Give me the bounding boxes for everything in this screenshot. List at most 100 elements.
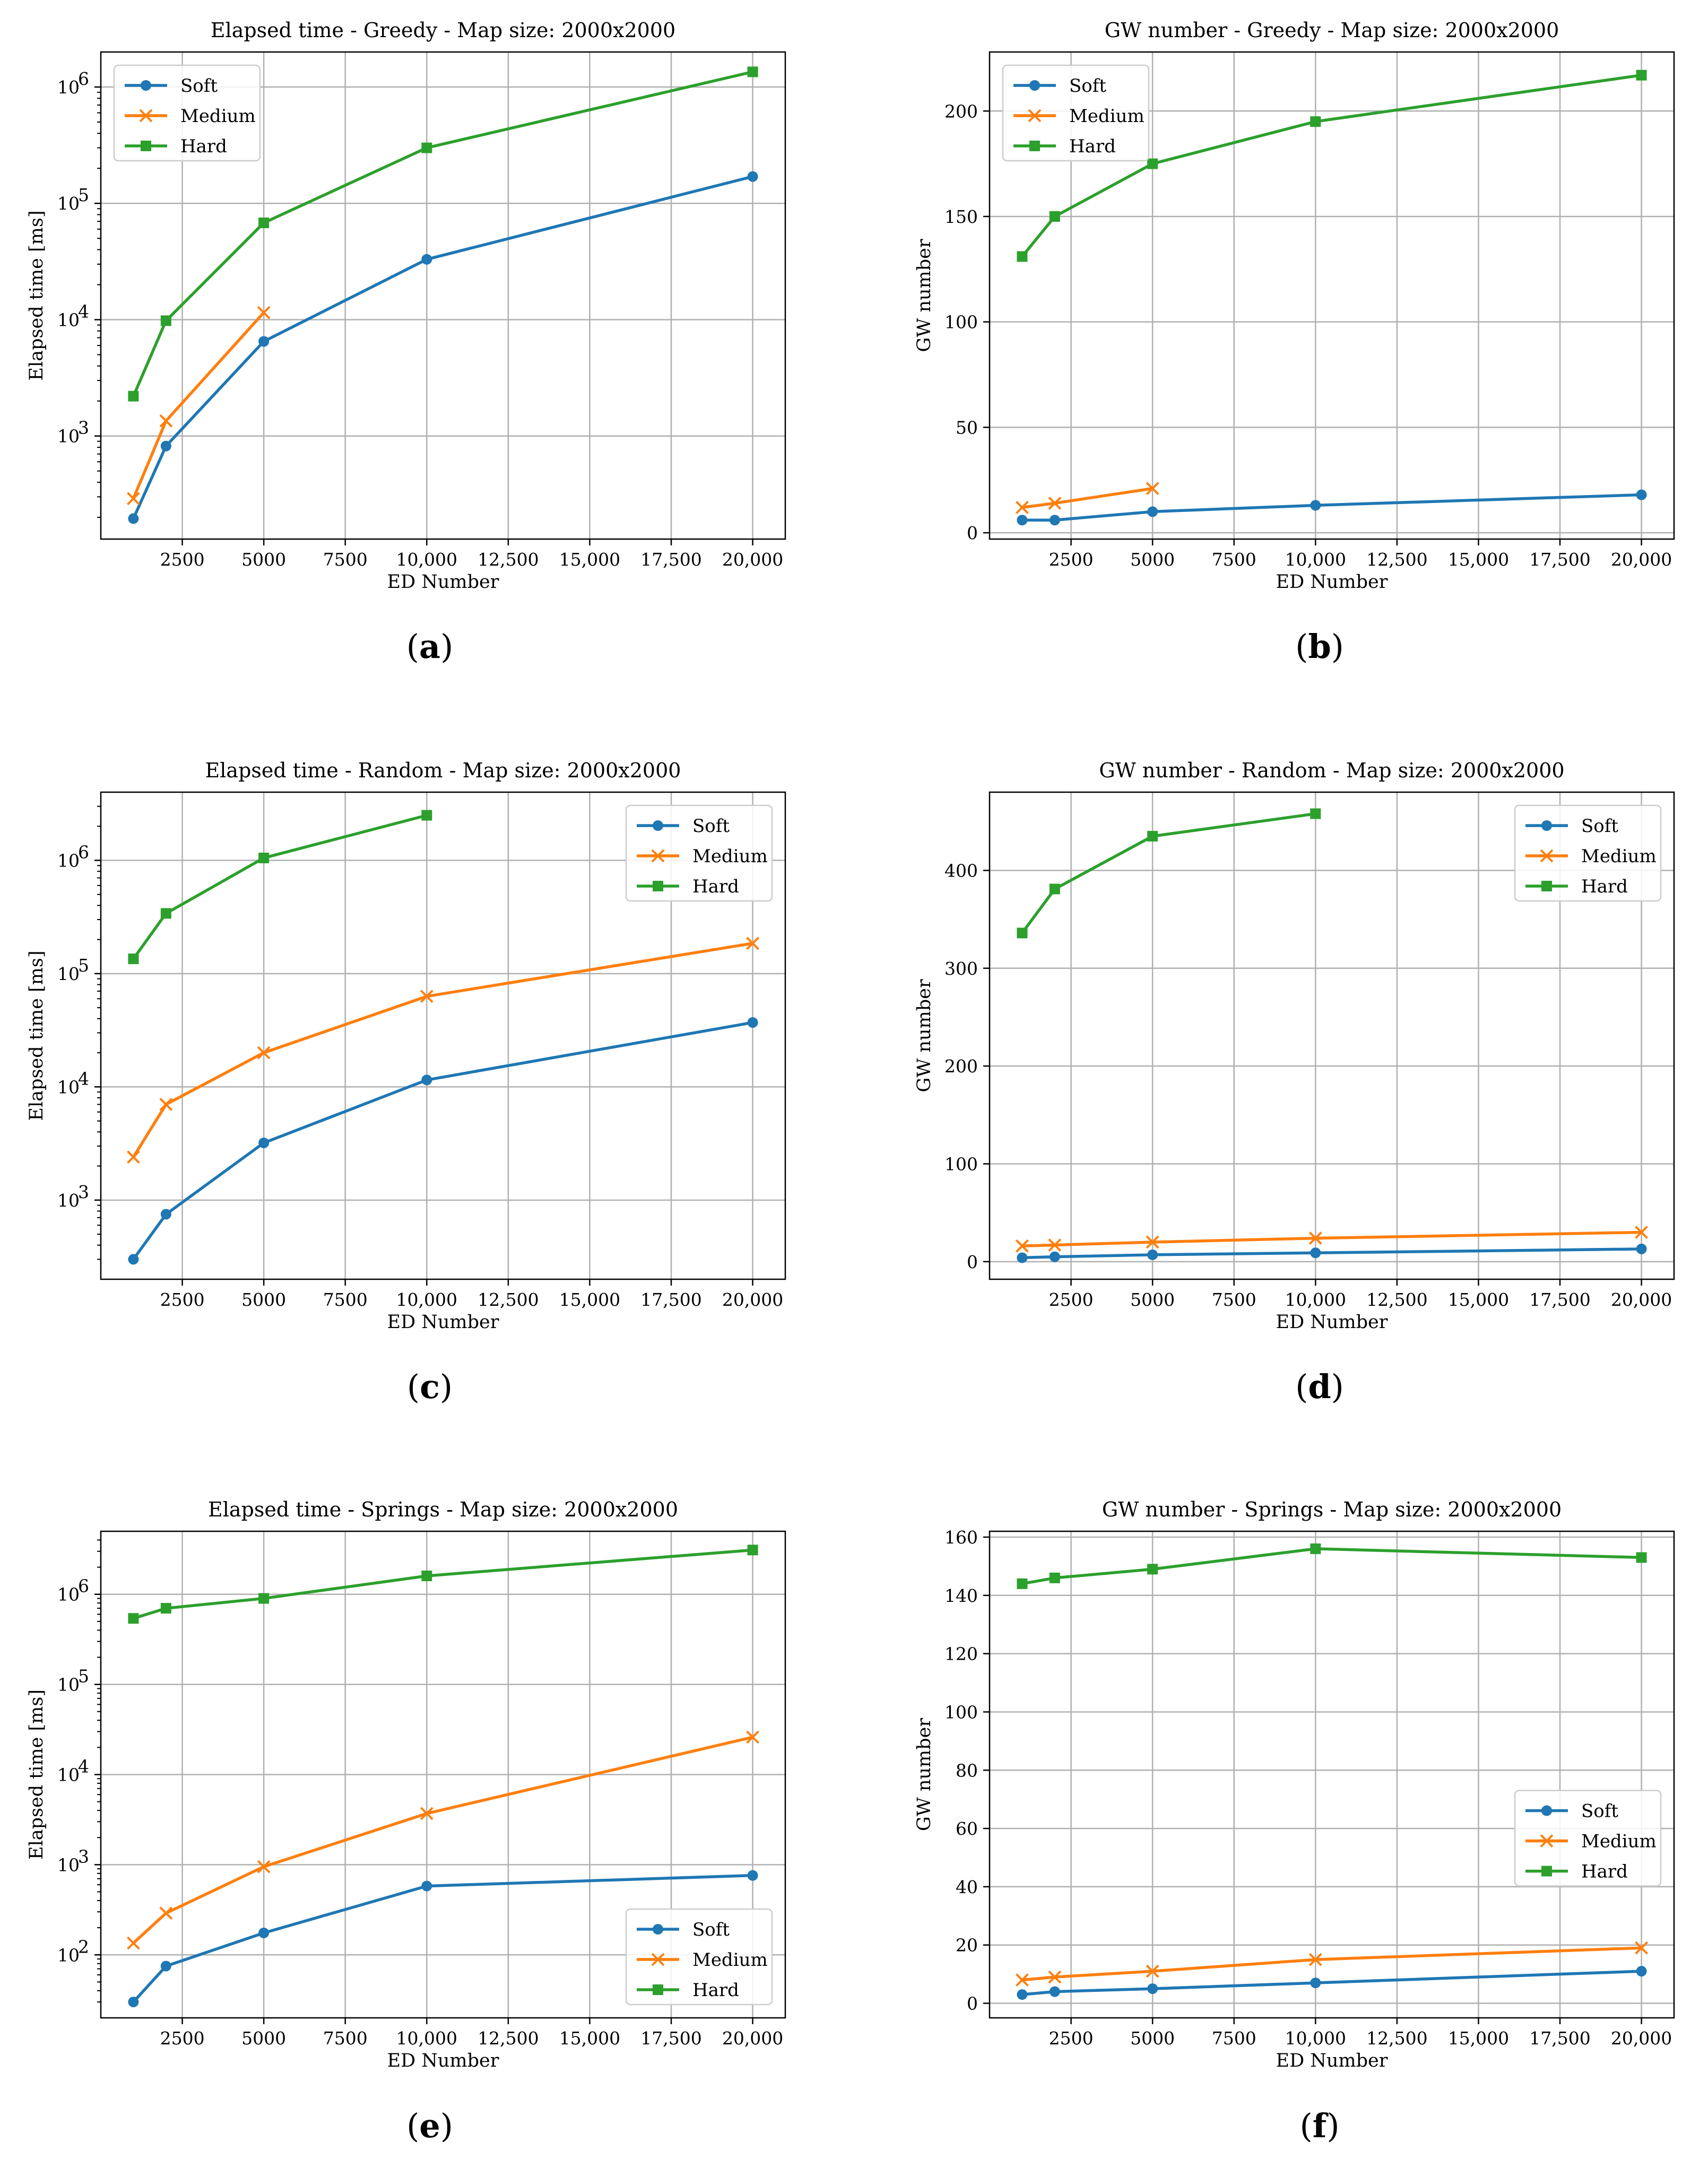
data-point-hard [1310,808,1321,819]
data-point-soft [421,1880,432,1892]
y-tick-label: 10 [57,1077,80,1097]
y-tick-exponent: 4 [78,1756,89,1777]
chart-d: 2500 5000 7500 10,000 12,500 15,000 17,500 20,0… [914,759,1675,1406]
x-tick-label: 17,500 [640,549,701,570]
legend: Soft Medium Hard [1514,804,1662,902]
x-tick-label: 15,000 [559,1289,620,1310]
legend-marker [653,1984,663,1995]
data-point-medium [159,1906,173,1920]
x-tick-label: 20,000 [722,2028,783,2049]
y-tick-label: 10 [57,1945,80,1965]
legend-label: Hard [180,136,227,157]
legend-marker [1540,1834,1554,1848]
y-tick-label: 0 [967,523,978,543]
x-tick-label: 7500 [323,549,368,570]
legend-label: Hard [1581,876,1628,897]
panel-label-open: ( [406,627,419,666]
x-tick-label: 15,000 [1448,1289,1509,1310]
x-tick-label: 7500 [1212,1289,1256,1310]
data-point-soft [1147,1249,1158,1260]
data-point-hard [747,66,758,77]
panel-label-open: ( [1295,1367,1308,1406]
x-tick-label: 17,500 [1529,1289,1590,1310]
legend-marker [1541,881,1552,891]
data-point-medium [127,492,140,506]
y-tick-label: 10 [57,851,80,871]
legend-marker [1541,1805,1552,1816]
panel-label: (e) [406,2106,453,2145]
x-tick-label: 10,000 [396,1289,457,1310]
data-point-medium [159,1098,173,1111]
chart-title: GW number - Random - Map size: 2000x2000 [1099,759,1564,782]
panel-label: (b) [1295,627,1344,666]
x-axis-label: ED Number [387,571,499,593]
series-line-soft [1022,493,1642,522]
plot-frame [100,791,786,1280]
legend-label: Hard [1069,136,1116,157]
y-tick-label: 10 [57,964,80,984]
data-point-soft [258,1137,270,1148]
y-tick-label: 10 [57,1190,80,1211]
panel-label: (a) [406,627,454,666]
y-tick-label: 100 [944,1702,978,1722]
data-point-soft [1049,1986,1060,1997]
x-tick-label: 15,000 [1448,549,1509,570]
y-tick-label: 100 [944,1154,978,1174]
y-tick-exponent: 6 [78,1576,89,1597]
data-point-hard [1310,116,1321,127]
panel-label-open: ( [1299,2106,1312,2145]
data-point-soft [1017,1989,1028,2000]
data-point-medium [1016,1239,1029,1253]
series-line-medium [1022,487,1153,509]
data-point-soft [1049,515,1060,526]
panel-label-letter: c [420,1367,440,1406]
x-axis-label: ED Number [387,2050,499,2071]
data-point-hard [747,1545,758,1556]
chart-title: Elapsed time - Springs - Map size: 2000x… [208,1498,678,1521]
data-point-soft [421,254,432,265]
legend-marker [651,1953,665,1966]
panel-label-open: ( [407,1367,420,1406]
x-axis-label: ED Number [1276,571,1388,593]
legend-box [1002,64,1150,162]
x-tick-label: 2500 [1049,549,1094,570]
data-point-medium [1016,500,1029,514]
legend: Soft Medium Hard [625,804,773,902]
data-point-soft [160,1961,171,1972]
panel-label: (d) [1295,1367,1344,1406]
data-point-soft [421,1074,432,1086]
data-point-medium [1048,497,1062,510]
y-tick-label: 120 [944,1644,978,1664]
data-point-medium [257,1046,271,1060]
legend-label: Soft [692,1919,730,1940]
y-tick-label: 10 [57,1675,80,1695]
data-point-soft [747,1870,758,1881]
chart-f: 2500 5000 7500 10,000 12,500 15,000 17,500 20,0… [914,1498,1675,2145]
legend-label: Soft [692,816,730,837]
x-tick-label: 10,000 [1285,549,1346,570]
y-axis-label: Elapsed time [ms] [26,1689,47,1860]
data-point-soft [128,513,139,524]
y-tick-label: 400 [944,860,978,881]
data-point-hard [1049,211,1060,222]
data-point-hard [128,391,139,402]
legend-marker [1029,80,1040,91]
legend-marker [139,109,153,123]
x-tick-label: 15,000 [559,2028,620,2049]
x-tick-label: 2500 [160,2028,205,2049]
data-point-medium [1635,1226,1648,1239]
data-point-medium [1146,482,1159,496]
panel-label-letter: f [1313,2106,1329,2145]
series-line-medium [1022,1230,1642,1248]
data-point-hard [1147,830,1158,842]
panel-label-open: ( [406,2106,419,2145]
series-line-hard [132,813,427,960]
x-tick-label: 2500 [160,1289,205,1310]
y-tick-label: 0 [967,1993,978,2014]
data-point-hard [160,315,171,326]
x-tick-label: 12,500 [478,1289,539,1310]
legend-label: Hard [1581,1861,1628,1883]
data-point-soft [128,1254,139,1265]
panel-label-close: ) [440,1367,453,1406]
chart-title: Elapsed time - Random - Map size: 2000x2… [205,759,681,782]
